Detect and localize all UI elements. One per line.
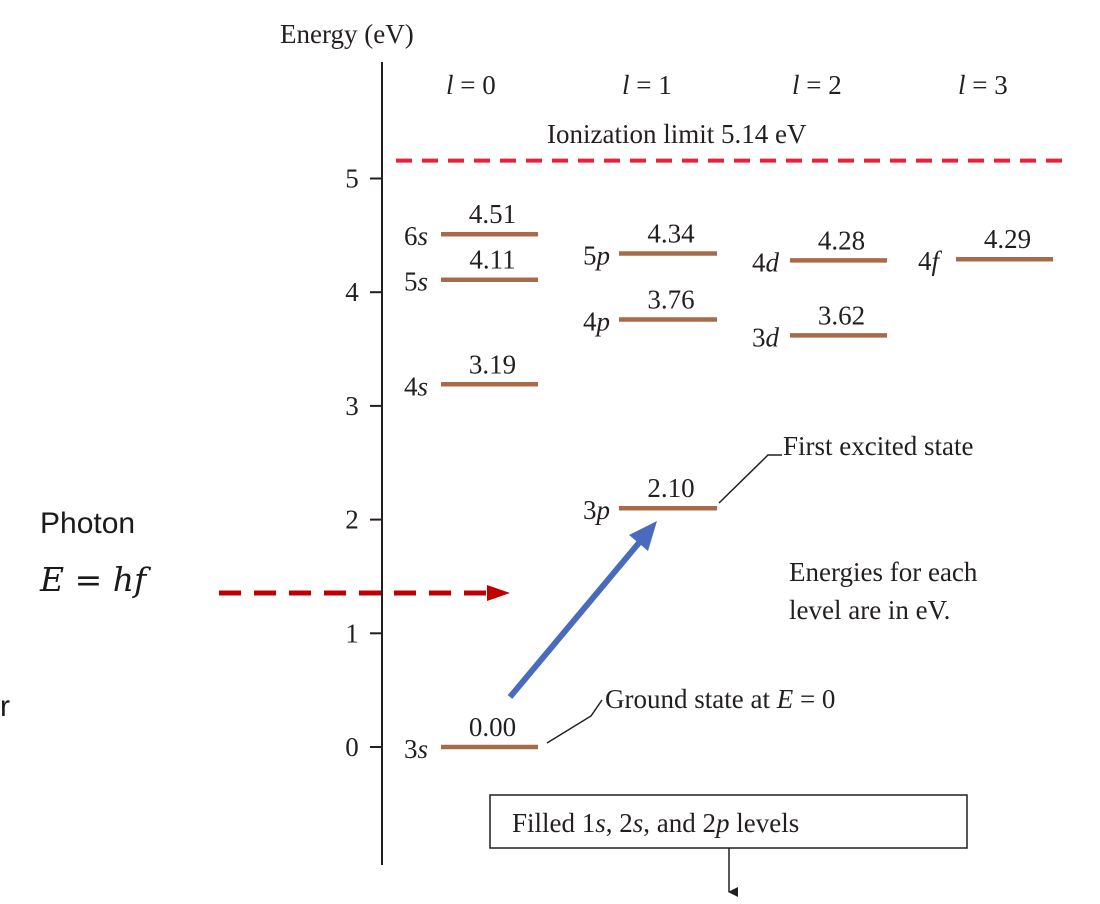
first-excited-leader [718,454,782,504]
level-4f-value: 4.29 [984,224,1031,254]
level-4s-value: 3.19 [469,349,516,379]
level-6s-value: 4.51 [469,199,516,229]
photon-energy-equation: E = hf [39,560,152,599]
level-4s-label: 4s [404,371,428,401]
level-3p-value: 2.10 [647,473,694,503]
filled-levels-label: Filled 1s, 2s, and 2p levels [512,808,799,838]
level-3d-label: 3d [752,322,780,352]
cropped-text-fragment: r [0,690,10,723]
level-5s-label: 5s [404,267,428,297]
column-header-l1: l = 1 [622,70,672,100]
level-3p-label: 3p [583,495,610,525]
level-5p-label: 5p [583,241,610,271]
photon-arrow-head [487,585,510,601]
y-tick-label-1: 1 [345,618,359,648]
level-3d-value: 3.62 [818,300,865,330]
y-tick-label-0: 0 [345,732,359,762]
column-header-l2: l = 2 [792,70,842,100]
column-header-l0: l = 0 [446,70,496,100]
level-3s-value: 0.00 [469,712,516,742]
energy-units-note-line1: Energies for each [789,557,978,587]
level-4d-label: 4d [752,247,780,277]
first-excited-label: First excited state [783,431,973,461]
y-tick-label-4: 4 [345,277,359,307]
column-headers: l = 0 l = 1 l = 2 l = 3 [446,70,1008,100]
energy-units-note-line2: level are in eV. [789,595,950,625]
level-4p-label: 4p [583,306,610,336]
y-tick-label-3: 3 [345,391,359,421]
level-6s-label: 6s [404,221,428,251]
level-5s-value: 4.11 [469,245,515,275]
ionization-label: Ionization limit 5.14 eV [547,119,807,149]
axis-title: Energy (eV) [280,19,414,49]
level-3s-label: 3s [404,734,428,764]
y-tick-label-2: 2 [345,505,359,535]
column-header-l3: l = 3 [958,70,1008,100]
transition-arrow [507,536,646,699]
axis-ticks: 0 1 2 3 4 5 [345,164,382,762]
level-4p-value: 3.76 [647,284,694,314]
energy-levels: 0.00 3s 3.19 4s 4.11 5s 4.51 6s 2.10 3p 3.76 4p 4.34… [404,199,1053,764]
level-4d-value: 4.28 [818,225,865,255]
level-5p-value: 4.34 [647,219,695,249]
y-tick-label-5: 5 [345,164,359,194]
photon-label: Photon [40,507,135,540]
transition-arrow-head [629,521,657,551]
ground-state-label: Ground state at E = 0 [605,684,835,714]
level-4f-label: 4f [918,246,943,276]
ground-state-leader [546,699,603,744]
